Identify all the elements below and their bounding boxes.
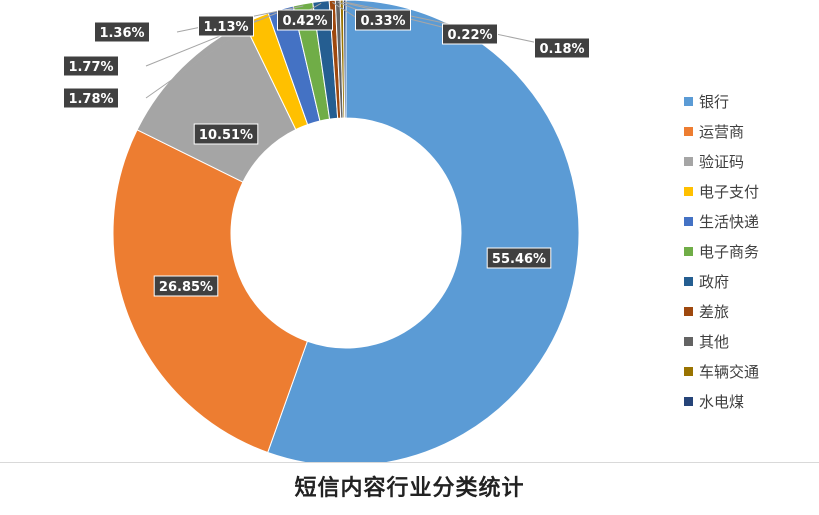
- legend-label-8: 其他: [699, 332, 730, 351]
- data-label-10: 0.18%: [539, 42, 584, 57]
- legend-item-0: 银行: [684, 86, 814, 116]
- legend-swatch-1: [684, 126, 693, 136]
- legend-swatch-8: [684, 336, 693, 346]
- slice-10: [342, 0, 347, 119]
- leader-line-4: [145, 10, 282, 67]
- legend-item-9: 车辆交通: [684, 356, 814, 386]
- legend-swatch-10: [684, 396, 693, 406]
- legend-label-5: 电子商务: [699, 242, 760, 261]
- legend-swatch-0: [684, 96, 693, 106]
- data-label-1: 26.85%: [159, 280, 213, 295]
- legend-item-7: 差旅: [684, 296, 814, 326]
- data-labels-group: 55.46% 26.85% 10.51% 1.78% 1.77% 1.36% 1.13% 0.…: [63, 9, 590, 297]
- data-label-2: 10.51%: [199, 128, 253, 143]
- data-label-box-2: [193, 123, 259, 145]
- legend-label-4: 生活快递: [699, 212, 760, 231]
- legend-label-0: 银行: [699, 92, 730, 111]
- data-label-box-7: [277, 9, 333, 31]
- chart-legend: 银行运营商验证码电子支付生活快递电子商务政府差旅其他车辆交通水电煤: [684, 86, 814, 416]
- legend-item-8: 其他: [684, 326, 814, 356]
- doughnut-chart: 55.46% 26.85% 10.51% 1.78% 1.77% 1.36% 1.13% 0.…: [63, 0, 590, 462]
- legend-label-7: 差旅: [699, 302, 730, 321]
- legend-label-2: 验证码: [699, 152, 745, 171]
- data-label-box-4: [63, 55, 119, 77]
- slices-group: [112, 0, 580, 462]
- legend-swatch-5: [684, 246, 693, 256]
- legend-label-9: 车辆交通: [699, 362, 760, 381]
- legend-item-4: 生活快递: [684, 206, 814, 236]
- legend-item-3: 电子支付: [684, 176, 814, 206]
- data-label-0: 55.46%: [492, 252, 546, 267]
- legend-swatch-7: [684, 306, 693, 316]
- legend-swatch-3: [684, 186, 693, 196]
- data-label-box-8: [355, 9, 411, 31]
- data-label-4: 1.77%: [68, 60, 113, 75]
- slice-0: [267, 0, 580, 462]
- data-label-7: 0.42%: [282, 14, 327, 29]
- chart-panel: 55.46% 26.85% 10.51% 1.78% 1.77% 1.36% 1.13% 0.…: [63, 0, 814, 462]
- chart-caption: 短信内容行业分类统计: [294, 476, 525, 501]
- legend-item-6: 政府: [684, 266, 814, 296]
- data-label-8: 0.33%: [360, 14, 405, 29]
- legend-swatch-9: [684, 366, 693, 376]
- legend-label-1: 运营商: [699, 122, 745, 141]
- data-label-box-10: [534, 37, 590, 59]
- legend-swatch-4: [684, 216, 693, 226]
- data-label-box-0: [486, 247, 552, 269]
- legend-swatch-6: [684, 276, 693, 286]
- data-label-box-6: [198, 15, 254, 37]
- legend-swatch-2: [684, 156, 693, 166]
- legend-item-1: 运营商: [684, 116, 814, 146]
- data-label-box-9: [442, 23, 498, 45]
- legend-item-10: 水电煤: [684, 386, 814, 416]
- data-label-5: 1.36%: [99, 26, 144, 41]
- legend-item-2: 验证码: [684, 146, 814, 176]
- legend-label-6: 政府: [699, 272, 730, 291]
- data-label-9: 0.22%: [447, 28, 492, 43]
- legend-item-5: 电子商务: [684, 236, 814, 266]
- data-label-box-3: [63, 87, 119, 109]
- legend-label-10: 水电煤: [699, 392, 745, 411]
- data-label-box-1: [153, 275, 219, 297]
- legend-label-3: 电子支付: [699, 182, 760, 201]
- data-label-box-5: [94, 21, 150, 43]
- data-label-6: 1.13%: [203, 20, 248, 35]
- data-label-3: 1.78%: [68, 92, 113, 107]
- caption-divider: [0, 462, 819, 463]
